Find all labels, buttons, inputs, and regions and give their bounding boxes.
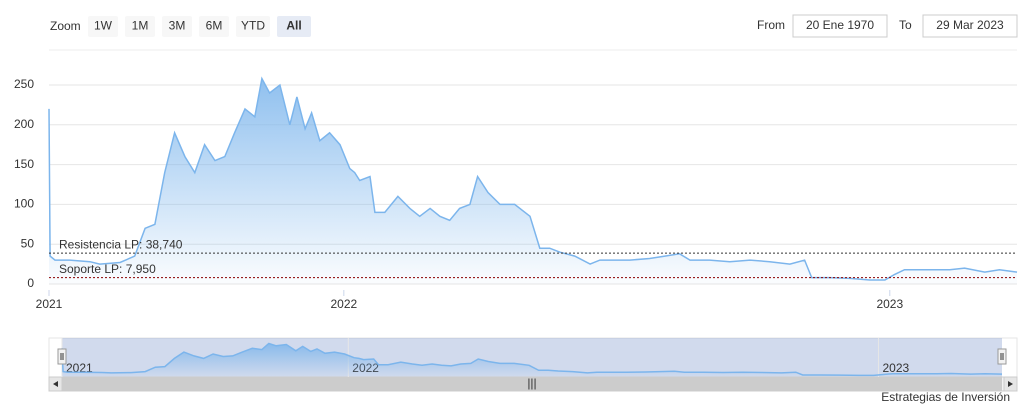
navigator-handle[interactable] [57, 348, 67, 365]
range-button-label[interactable]: 6M [206, 19, 223, 33]
y-tick-label: 0 [27, 276, 34, 290]
range-button-label[interactable]: 1W [94, 19, 113, 33]
area-fill [62, 343, 1002, 376]
y-tick-label: 50 [21, 236, 35, 250]
range-button-label[interactable]: 3M [169, 19, 186, 33]
area-fill [49, 78, 1017, 284]
range-button-label[interactable]: 1M [132, 19, 149, 33]
to-label: To [899, 18, 912, 32]
range-button[interactable] [125, 16, 155, 37]
navigator-label: 2023 [882, 361, 909, 375]
area-line [61, 342, 1003, 377]
range-button[interactable] [199, 16, 229, 37]
range-button[interactable] [277, 16, 311, 37]
x-tick-label: 2022 [330, 297, 357, 311]
scrollbar-thumb[interactable] [62, 377, 1002, 391]
x-tick-label: 2021 [36, 297, 63, 311]
navigator-handle[interactable] [997, 348, 1007, 365]
arrow-right [1008, 381, 1013, 387]
scrollbar-grip: ||| [527, 376, 536, 390]
range-button[interactable] [162, 16, 192, 37]
range-button-label[interactable]: All [286, 19, 301, 33]
y-tick-label: 100 [14, 197, 34, 211]
range-button[interactable] [236, 16, 270, 37]
arrow-left [53, 381, 58, 387]
to-value[interactable]: 29 Mar 2023 [936, 18, 1004, 32]
y-tick-label: 250 [14, 77, 34, 91]
to-input[interactable] [922, 14, 1018, 38]
y-tick-label: 200 [14, 117, 34, 131]
range-button[interactable] [88, 16, 118, 37]
zoom-label: Zoom [50, 19, 81, 33]
from-label: From [757, 18, 785, 32]
x-tick-label: 2023 [876, 297, 903, 311]
y-tick-label: 150 [14, 157, 34, 171]
plot-line-label: Resistencia LP: 38,740 [59, 237, 183, 251]
credit: Estrategias de Inversión [881, 390, 1010, 404]
range-button-label[interactable]: YTD [241, 19, 265, 33]
area-line [48, 76, 1018, 281]
plot-line-label: Soporte LP: 7,950 [59, 262, 156, 276]
from-input[interactable] [792, 14, 888, 38]
from-value[interactable]: 20 Ene 1970 [806, 18, 874, 32]
